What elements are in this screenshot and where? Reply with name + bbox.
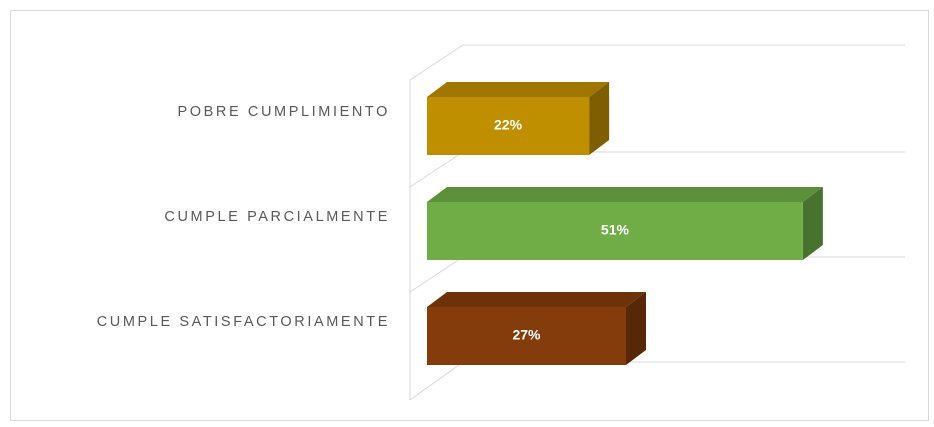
data-label: 27% [512,327,541,343]
wall-edge [409,256,464,293]
bar-top [427,292,646,307]
data-label: 51% [601,222,630,238]
category-label: CUMPLE SATISFACTORIAMENTE [97,314,390,330]
bar-side [589,82,610,155]
wall-edge [409,44,464,81]
data-label: 22% [494,117,523,133]
bar [427,307,626,365]
category-label: POBRE CUMPLIMIENTO [177,104,390,120]
bar-side [802,187,823,260]
bar-top [427,187,823,202]
category-label: CUMPLE PARCIALMENTE [164,209,390,225]
wall-edge [409,361,464,401]
wall-edge [409,151,464,188]
bar [427,97,590,155]
bar-top [427,82,610,97]
bar [427,202,803,260]
bar-side [625,292,646,365]
